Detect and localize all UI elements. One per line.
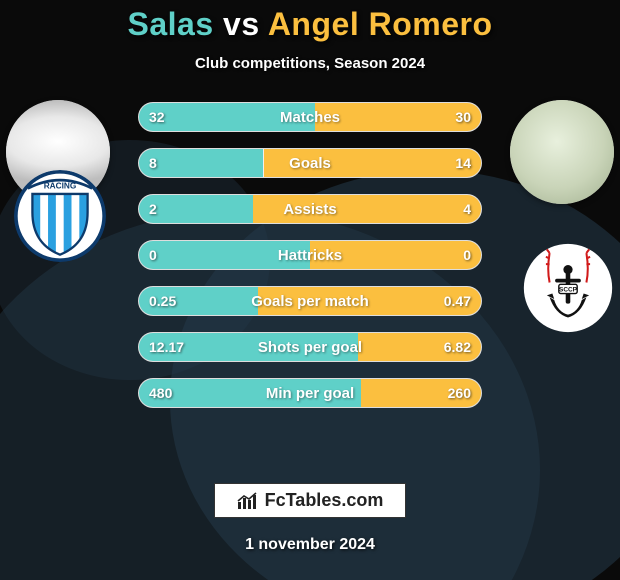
stat-fill-left <box>139 287 258 315</box>
stat-fill-right <box>310 241 481 269</box>
comparison-body: RACING SCCP 3230Matches814Goals24Ass <box>0 112 620 432</box>
comparison-title: Salas vs Angel Romero <box>0 6 620 43</box>
stat-row: 3230Matches <box>138 102 482 132</box>
stat-row: 12.176.82Shots per goal <box>138 332 482 362</box>
stat-fill-left <box>139 149 263 177</box>
vs-word: vs <box>223 6 260 42</box>
subtitle: Club competitions, Season 2024 <box>0 55 620 72</box>
stat-fill-left <box>139 379 361 407</box>
stat-row: 24Assists <box>138 194 482 224</box>
stat-fill-right <box>264 149 482 177</box>
player-left-name: Salas <box>128 6 214 42</box>
svg-text:RACING: RACING <box>44 181 77 190</box>
stat-row: 814Goals <box>138 148 482 178</box>
svg-text:SCCP: SCCP <box>559 287 578 294</box>
date-text: 1 november 2024 <box>245 536 375 554</box>
player-right-photo <box>510 100 614 204</box>
stat-row: 00Hattricks <box>138 240 482 270</box>
club-left-logo: RACING <box>14 170 106 262</box>
stat-fill-left <box>139 333 358 361</box>
brand-text: FcTables.com <box>265 490 384 511</box>
stat-fill-right <box>315 103 481 131</box>
stat-row: 0.250.47Goals per match <box>138 286 482 316</box>
stat-fill-left <box>139 195 253 223</box>
brand-badge: FcTables.com <box>214 483 407 518</box>
stat-fill-right <box>358 333 481 361</box>
stat-row: 480260Min per goal <box>138 378 482 408</box>
stats-table: 3230Matches 814Goals 24Assists 00Hattricks 0… <box>138 102 482 408</box>
stat-fill-left <box>139 241 310 269</box>
brand-icon <box>237 492 259 510</box>
club-right-logo: SCCP <box>522 242 614 334</box>
stat-fill-right <box>258 287 481 315</box>
stat-fill-left <box>139 103 315 131</box>
stat-fill-right <box>253 195 481 223</box>
player-right-name: Angel Romero <box>268 6 493 42</box>
stat-fill-right <box>361 379 481 407</box>
